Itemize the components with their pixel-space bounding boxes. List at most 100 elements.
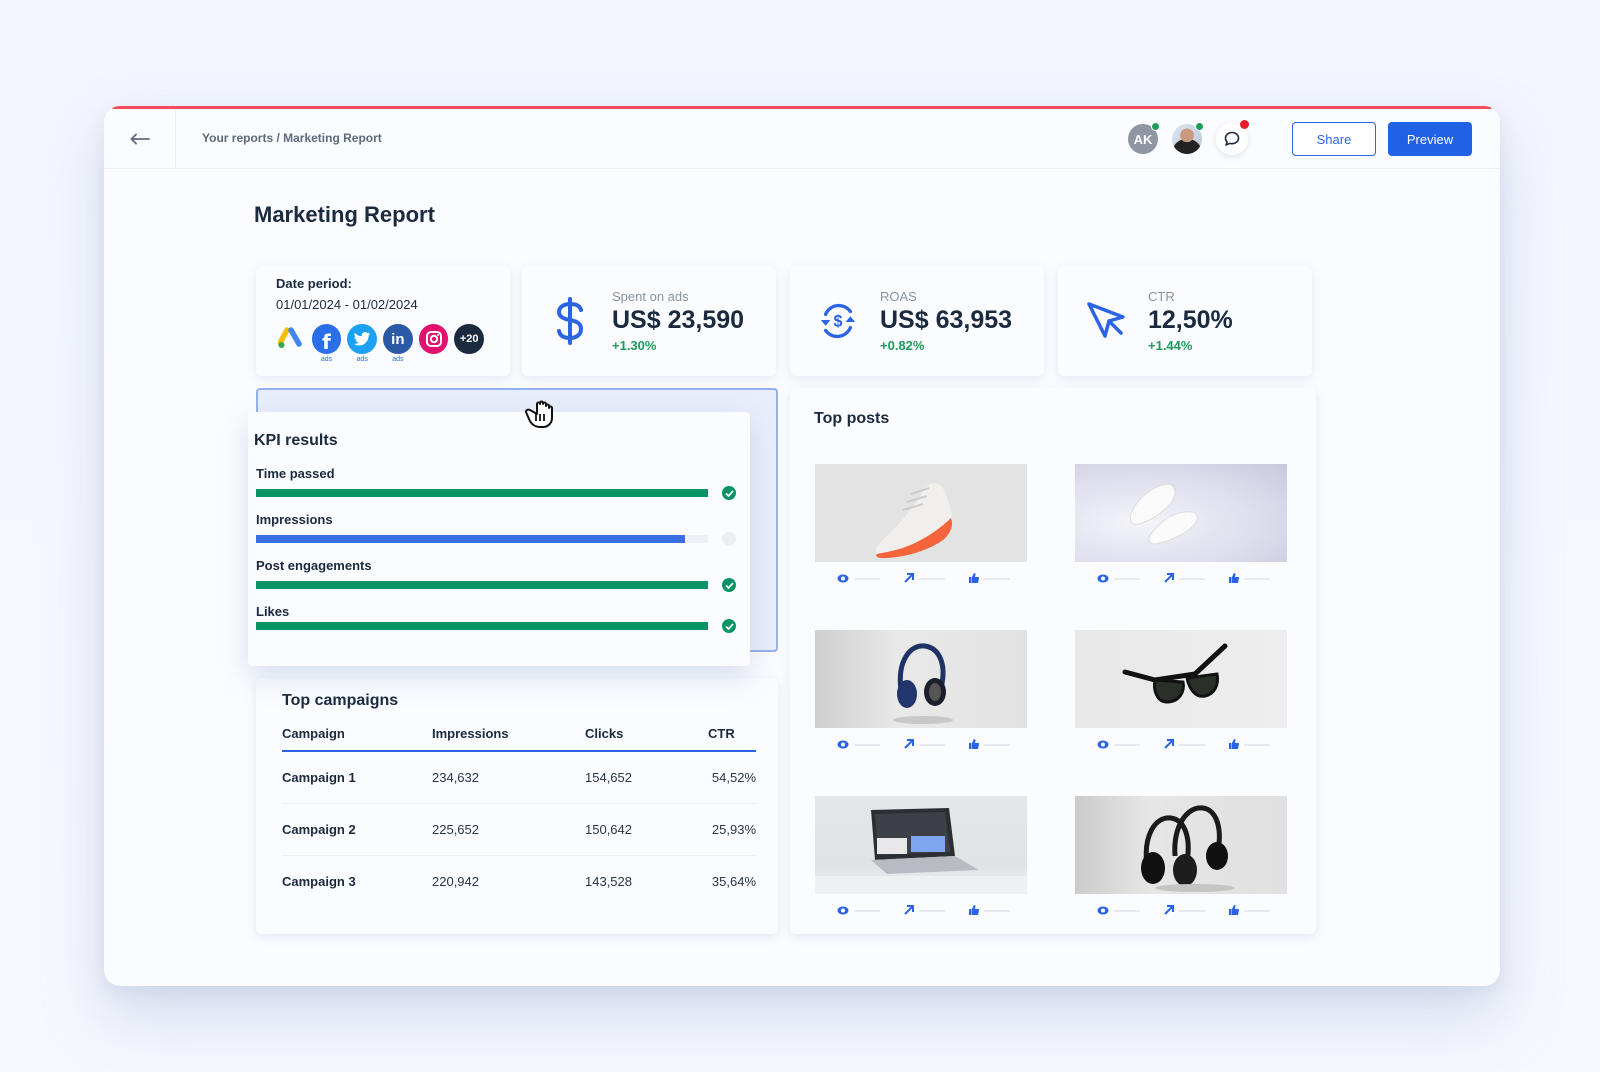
stat-value-bar [1114, 744, 1140, 746]
metric-value: US$ 63,953 [880, 306, 1013, 334]
notification-dot [1240, 120, 1249, 129]
post-image-black-headphones[interactable] [1075, 796, 1287, 894]
kpi-label: Time passed [256, 466, 335, 481]
stat-value-bar [984, 744, 1010, 746]
metric-label: Spent on ads [612, 289, 689, 304]
campaign-name: Campaign 3 [282, 873, 356, 889]
campaigns-title: Top campaigns [282, 692, 399, 709]
post-image-blue-headphones[interactable] [815, 630, 1027, 728]
share-button[interactable]: Share [1292, 122, 1376, 156]
post-item[interactable] [815, 630, 1027, 796]
campaign-name: Campaign 1 [282, 751, 432, 804]
kpi-progress-bar [256, 489, 708, 497]
kpi-progress-bar [256, 535, 708, 543]
arrow-icon [904, 570, 914, 588]
grab-cursor-icon [522, 396, 558, 435]
google-ads-icon [276, 324, 306, 354]
post-image-laptop[interactable] [815, 796, 1027, 894]
post-item[interactable] [1075, 630, 1287, 796]
impressions-cell: 220,942 [432, 873, 479, 889]
kpi-progress-bar [256, 581, 708, 589]
accent-line [112, 106, 1492, 109]
metric-change: +1.44% [1148, 338, 1193, 353]
stat-value-bar [984, 578, 1010, 580]
svg-text:$: $ [833, 313, 842, 331]
comments-button[interactable] [1216, 120, 1249, 155]
metric-change: +1.30% [612, 338, 657, 353]
eye-icon [1097, 570, 1109, 588]
post-stats [815, 902, 1027, 920]
arrow-icon [1164, 736, 1174, 754]
stat-value-bar [1244, 578, 1270, 580]
stat-value-bar [919, 578, 945, 580]
stat-value-bar [984, 910, 1010, 912]
stat-value-bar [1244, 910, 1270, 912]
kpi-row-impressions: Impressions [254, 512, 750, 558]
thumbs-up-icon [969, 736, 979, 754]
kpi-label: Impressions [256, 512, 333, 527]
post-stats [815, 736, 1027, 754]
stat-value-bar [854, 910, 880, 912]
avatar-initials: AK [1133, 131, 1153, 147]
posts-title: Top posts [814, 410, 890, 427]
kpi-row-likes: Likes [254, 604, 750, 644]
roas-icon: $ [818, 297, 858, 345]
table-row[interactable]: Campaign 3 220,942 143,528 35,64% [282, 855, 756, 907]
post-item[interactable] [1075, 464, 1287, 630]
column-header[interactable]: Campaign [282, 726, 432, 752]
avatar-user-photo[interactable] [1172, 122, 1204, 154]
post-image-sunglasses[interactable] [1075, 630, 1287, 728]
impressions-cell: 225,652 [432, 803, 585, 856]
stat-value-bar [919, 910, 945, 912]
eye-icon [837, 570, 849, 588]
post-item[interactable] [815, 464, 1027, 630]
date-period-card[interactable]: Date period: 01/01/2024 - 01/02/2024 f a… [256, 266, 510, 376]
post-image-white-sneakers[interactable] [1075, 464, 1287, 562]
ctr-cell: 54,52% [708, 751, 756, 804]
stat-value-bar [1179, 910, 1205, 912]
date-period-value: 01/01/2024 - 01/02/2024 [276, 297, 418, 312]
post-item[interactable] [815, 796, 1027, 962]
page-title: Marketing Report [254, 202, 435, 227]
post-item[interactable] [1075, 796, 1287, 962]
data-sources: f ads ads in ads +20 [276, 324, 490, 363]
back-button[interactable] [104, 109, 176, 169]
stat-value-bar [919, 744, 945, 746]
date-period-label: Date period: [276, 276, 352, 291]
avatar-ak[interactable]: AK [1128, 122, 1160, 154]
preview-button[interactable]: Preview [1388, 122, 1472, 156]
post-stats [1075, 736, 1287, 754]
post-stats [1075, 902, 1287, 920]
post-stats [1075, 570, 1287, 588]
column-header[interactable]: CTR [708, 726, 756, 752]
top-campaigns-card[interactable]: Top campaigns Campaign Impressions Click… [256, 678, 778, 934]
column-header[interactable]: Clicks [585, 726, 708, 752]
thumbs-up-icon [1229, 570, 1239, 588]
report-window: Your reports / Marketing Report AK Share… [104, 106, 1500, 986]
arrow-left-icon [129, 133, 150, 145]
thumbs-up-icon [969, 570, 979, 588]
kpi-label: Likes [256, 604, 290, 619]
stat-value-bar [1179, 744, 1205, 746]
metric-card-spent[interactable]: Spent on ads US$ 23,590 +1.30% [522, 266, 776, 376]
arrow-icon [1164, 570, 1174, 588]
top-posts-card[interactable]: Top posts [790, 388, 1316, 934]
ctr-cell: 25,93% [708, 803, 756, 856]
metric-label: CTR [1148, 289, 1175, 304]
campaign-name: Campaign 2 [282, 803, 432, 856]
kpi-row-post-engagements: Post engagements [254, 558, 750, 604]
kpi-results-card[interactable]: KPI results Time passed Impressions Post… [248, 412, 750, 666]
check-circle-icon [722, 619, 736, 633]
clicks-cell: 143,528 [585, 873, 632, 889]
online-indicator [1195, 122, 1204, 131]
column-header[interactable]: Impressions [432, 726, 585, 752]
more-sources-badge[interactable]: +20 [454, 324, 485, 354]
metric-card-roas[interactable]: $ ROAS US$ 63,953 +0.82% [790, 266, 1044, 376]
post-image-sneaker[interactable] [815, 464, 1027, 562]
breadcrumb[interactable]: Your reports / Marketing Report [202, 131, 382, 145]
metric-card-ctr[interactable]: CTR 12,50% +1.44% [1058, 266, 1312, 376]
check-circle-icon [722, 578, 736, 592]
table-row[interactable]: Campaign 1 234,632 154,652 54,52% [282, 751, 756, 804]
table-row[interactable]: Campaign 2 225,652 150,642 25,93% [282, 803, 756, 856]
instagram-icon [418, 324, 449, 354]
